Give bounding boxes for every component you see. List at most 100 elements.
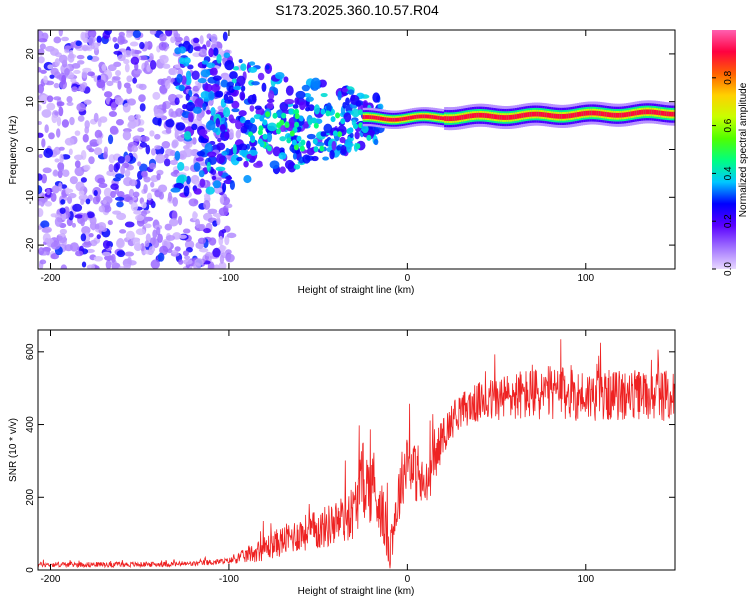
spectrogram-cell	[574, 112, 579, 118]
spectrogram-cell	[188, 112, 194, 123]
spectrogram-cell	[257, 138, 263, 145]
spectrogram-cell	[220, 79, 229, 88]
spectrogram-cell	[218, 207, 229, 217]
spectrogram-cell	[671, 111, 675, 117]
spectrogram-cell	[59, 228, 68, 235]
spectrogram-cell	[198, 170, 205, 178]
spectrogram-cell	[164, 79, 171, 90]
spectrogram-cell	[206, 33, 212, 39]
spectrogram-cell	[102, 240, 111, 249]
spectrogram-cell	[215, 212, 221, 219]
spectrogram-cell	[128, 179, 138, 187]
spectrogram-cell	[497, 114, 502, 120]
spectrogram-cell	[311, 155, 319, 162]
spectrogram-cell	[154, 108, 164, 119]
spectrogram-cell	[196, 151, 206, 157]
spectrogram-cell	[634, 110, 639, 116]
spectrogram-cell	[110, 183, 119, 191]
spectrogram-cell	[239, 116, 246, 124]
spectrogram-cell	[366, 134, 372, 141]
spectrogram-cell	[103, 187, 112, 198]
spectrogram-cell	[216, 216, 221, 226]
spectrogram-cell	[167, 191, 173, 202]
spectrogram-cell	[207, 155, 217, 166]
spectrogram-cell	[266, 145, 272, 152]
spectrogram-cell	[177, 174, 188, 183]
spectrogram-cell	[178, 259, 184, 265]
spectrogram-cell	[229, 71, 238, 80]
spectrogram-cell	[157, 233, 163, 244]
spectrogram-cell	[531, 111, 536, 117]
spectrogram-cell	[114, 196, 125, 201]
spectrogram-cell	[61, 211, 67, 221]
spectrogram-cell	[604, 111, 609, 117]
spectrogram-cell	[570, 113, 575, 118]
spectrogram-cell	[429, 114, 434, 119]
spectrogram-cell	[141, 210, 148, 217]
spectrogram-cell	[102, 151, 108, 160]
spectrogram-cell	[596, 110, 601, 116]
spectrogram-ytick-label: 0	[25, 146, 36, 152]
snr-ytick-label: 400	[25, 416, 36, 433]
spectrogram-cell	[130, 202, 139, 212]
spectrogram-cell	[444, 116, 449, 121]
spectrogram-cell	[187, 64, 194, 70]
spectrogram-cell	[152, 91, 161, 100]
spectrogram-cell	[215, 166, 226, 172]
spectrogram-cell	[292, 104, 299, 109]
spectrogram-cell	[93, 147, 103, 156]
spectrogram-cell	[40, 69, 47, 74]
spectrogram-cell	[133, 210, 142, 215]
spectrogram-cell	[546, 112, 551, 118]
snr-ytick-label: 0	[25, 567, 36, 573]
chart-title: S173.2025.360.10.57.R04	[275, 2, 439, 18]
spectrogram-cell	[176, 73, 183, 83]
spectrogram-cell	[126, 75, 133, 83]
spectrogram-cell	[130, 56, 140, 65]
spectrogram-cell	[50, 241, 61, 250]
spectrogram-cell	[471, 113, 476, 118]
spectrogram-cell	[484, 113, 489, 118]
spectrogram-cell	[175, 122, 186, 131]
spectrogram-cell	[106, 80, 114, 87]
spectrogram-cell	[564, 113, 569, 119]
spectrogram-cell	[373, 115, 378, 120]
spectrogram-cell	[295, 90, 306, 99]
spectrogram-cell	[240, 85, 246, 92]
spectrogram-cell	[51, 185, 60, 194]
spectrogram-cell	[70, 41, 75, 49]
spectrogram-cell	[249, 141, 256, 147]
spectrogram-cell	[441, 116, 446, 121]
spectrogram-cell	[337, 90, 342, 101]
spectrogram-cell	[80, 177, 87, 183]
spectrogram-cell	[124, 221, 135, 228]
spectrogram-cell	[122, 130, 132, 141]
spectrogram-cell	[269, 160, 280, 169]
snr-ytick-label: 200	[25, 488, 36, 505]
spectrogram-cell	[103, 205, 112, 213]
spectrogram-cell	[228, 128, 234, 139]
spectrogram-cell	[113, 50, 122, 55]
spectrogram-cell	[163, 240, 168, 248]
snr-panel: -200 -100 0 100 0 200 400 600 Height of straig…	[8, 329, 676, 597]
spectrogram-cell	[216, 142, 226, 151]
spectrogram-cell	[249, 105, 255, 112]
spectrogram-cell	[157, 78, 165, 86]
spectrogram-cell	[199, 178, 206, 188]
snr-series-line	[38, 339, 675, 569]
spectrogram-cell	[51, 113, 58, 124]
spectrogram-xtick-label: -100	[219, 273, 239, 284]
spectrogram-cell	[519, 113, 524, 119]
spectrogram-cell	[617, 112, 622, 118]
spectrogram-cell	[294, 113, 300, 120]
spectrogram-cell	[174, 246, 181, 252]
spectrogram-cell	[182, 228, 191, 234]
spectrogram-cell	[253, 162, 263, 168]
spectrogram-cell	[41, 109, 52, 118]
spectrogram-cell	[279, 166, 286, 174]
spectrogram-cell	[299, 145, 305, 152]
spectrogram-cell	[197, 77, 207, 84]
spectrogram-cell	[313, 122, 319, 129]
spectrogram-cell	[589, 110, 594, 116]
